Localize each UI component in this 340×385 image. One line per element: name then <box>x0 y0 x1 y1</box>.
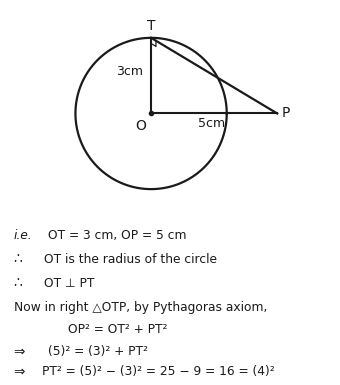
Text: (5)² = (3)² + PT²: (5)² = (3)² + PT² <box>48 345 148 358</box>
Text: OP² = OT² + PT²: OP² = OT² + PT² <box>68 323 167 336</box>
Text: ⇒: ⇒ <box>14 365 25 378</box>
Text: Now in right △OTP, by Pythagoras axiom,: Now in right △OTP, by Pythagoras axiom, <box>14 301 267 313</box>
Text: PT² = (5)² − (3)² = 25 − 9 = 16 = (4)²: PT² = (5)² − (3)² = 25 − 9 = 16 = (4)² <box>42 365 275 378</box>
Text: OT = 3 cm, OP = 5 cm: OT = 3 cm, OP = 5 cm <box>48 229 186 243</box>
Text: ∴: ∴ <box>14 253 22 267</box>
Text: OT ⊥ PT: OT ⊥ PT <box>44 277 95 290</box>
Text: P: P <box>282 107 290 121</box>
Text: T: T <box>147 18 155 32</box>
Text: O: O <box>135 119 146 133</box>
Text: ⇒: ⇒ <box>14 344 25 358</box>
Text: OT is the radius of the circle: OT is the radius of the circle <box>44 253 217 266</box>
Text: 5cm: 5cm <box>198 117 225 130</box>
Text: i.e.: i.e. <box>14 229 32 243</box>
Text: ∴: ∴ <box>14 276 22 290</box>
Text: 3cm: 3cm <box>116 65 143 79</box>
